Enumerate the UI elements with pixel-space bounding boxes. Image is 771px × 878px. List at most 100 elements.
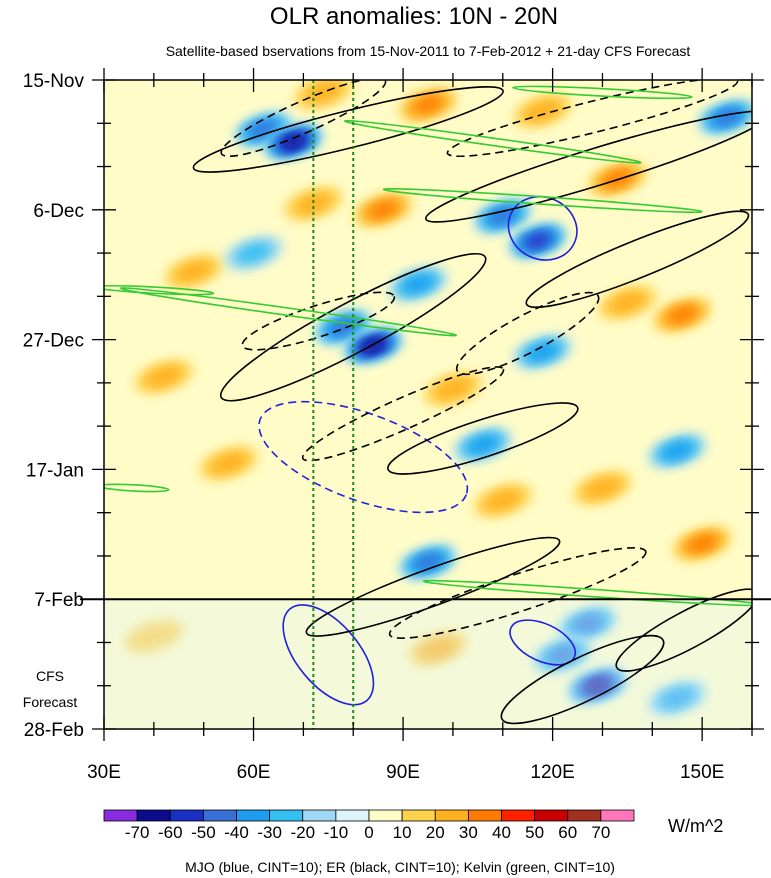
olr-anomaly-blob bbox=[145, 366, 183, 388]
mjo-contour bbox=[509, 619, 577, 666]
colorbar-label: -50 bbox=[191, 823, 216, 842]
colorbar-swatch bbox=[368, 809, 403, 822]
er-contour bbox=[305, 536, 561, 637]
colorbar-swatch bbox=[600, 809, 635, 822]
olr-anomaly-blob bbox=[419, 638, 457, 660]
reference-longitude-lines bbox=[312, 80, 355, 729]
olr-anomaly-blob bbox=[434, 378, 472, 400]
kelvin-contour bbox=[104, 284, 215, 296]
colorbar-swatch bbox=[434, 809, 469, 822]
colorbar-swatch bbox=[236, 809, 271, 822]
plot-background bbox=[104, 80, 752, 729]
colorbar-swatch bbox=[136, 809, 171, 822]
er-contour bbox=[455, 291, 600, 376]
olr-anomaly-blob bbox=[368, 201, 399, 219]
colorbar-swatch bbox=[202, 809, 237, 822]
er-contour bbox=[301, 366, 505, 462]
x-tick-label: 60E bbox=[237, 762, 271, 783]
kelvin-contour bbox=[382, 188, 703, 214]
legend-caption: MJO (blue, CINT=10); ER (black, CINT=10)… bbox=[185, 859, 615, 875]
colorbar-swatch bbox=[501, 809, 536, 822]
colorbar-swatch bbox=[103, 809, 138, 822]
colorbar-swatch bbox=[335, 809, 370, 822]
er-contour bbox=[615, 588, 752, 672]
forecast-label-line1: CFS bbox=[36, 668, 64, 684]
olr-anomaly-blob bbox=[608, 292, 646, 313]
colorbar-label: 40 bbox=[492, 823, 511, 842]
colorbar-label: 10 bbox=[393, 823, 412, 842]
er-contour bbox=[500, 634, 665, 725]
colorbar-label: -60 bbox=[158, 823, 183, 842]
olr-anomaly-blob bbox=[583, 477, 621, 499]
colorbar-labels: -70 -60 -50 -40 -30 -20 -10 0 10 20 30 40 50 60 70 bbox=[125, 823, 611, 842]
olr-anomaly-field bbox=[124, 80, 752, 715]
y-axis-tick-labels: 15-Nov 6-Dec 27-Dec 17-Jan 7-Feb 28-Feb bbox=[23, 71, 85, 741]
contour-layer bbox=[104, 80, 752, 725]
colorbar-swatch bbox=[302, 809, 337, 822]
y-tick-label: 27-Dec bbox=[23, 331, 84, 352]
olr-anomaly-blob bbox=[667, 306, 698, 324]
olr-anomaly-blob bbox=[281, 135, 305, 149]
er-contour bbox=[388, 547, 647, 639]
olr-anomaly-blob bbox=[585, 679, 610, 693]
er-contour bbox=[219, 252, 487, 402]
olr-anomaly-blob bbox=[524, 100, 562, 122]
er-contour bbox=[525, 210, 750, 309]
x-tick-label: 120E bbox=[530, 762, 574, 783]
colorbar-label: -30 bbox=[257, 823, 282, 842]
colorbar-label: -20 bbox=[290, 823, 315, 842]
olr-anomaly-blob bbox=[574, 616, 601, 632]
colorbar-swatch bbox=[567, 809, 602, 822]
forecast-shading bbox=[104, 599, 752, 729]
colorbar-label: 0 bbox=[364, 823, 373, 842]
olr-anomaly-blob bbox=[250, 122, 277, 137]
olr-anomaly-blob bbox=[687, 535, 718, 553]
colorbar bbox=[103, 809, 635, 822]
chart-subtitle: Satellite-based bservations from 15-Nov-… bbox=[166, 43, 691, 59]
colorbar-label: -40 bbox=[224, 823, 249, 842]
olr-anomaly-blob bbox=[467, 436, 498, 454]
mjo-contour bbox=[507, 195, 578, 261]
colorbar-swatch bbox=[169, 809, 204, 822]
er-contour bbox=[425, 110, 752, 223]
kelvin-contour bbox=[343, 119, 642, 164]
er-contour bbox=[220, 80, 387, 158]
colorbar-swatch bbox=[269, 809, 304, 822]
x-tick-label: 150E bbox=[680, 762, 724, 783]
colorbar-label: 60 bbox=[558, 823, 577, 842]
olr-anomaly-blob bbox=[525, 233, 550, 248]
olr-anomaly-blob bbox=[484, 489, 522, 511]
er-contour bbox=[241, 291, 396, 351]
colorbar-label: 50 bbox=[525, 823, 544, 842]
er-contour bbox=[446, 80, 739, 158]
forecast-label-line2: Forecast bbox=[23, 694, 78, 710]
x-axis-tick-labels: 30E 60E 90E 120E 150E bbox=[87, 762, 724, 783]
colorbar-label: -70 bbox=[125, 823, 150, 842]
olr-anomaly-blob bbox=[361, 339, 385, 353]
colorbar-label: -10 bbox=[324, 823, 349, 842]
mjo-contour bbox=[258, 400, 469, 514]
olr-anomaly-blob bbox=[124, 620, 183, 653]
y-tick-label: 17-Jan bbox=[26, 460, 84, 481]
y-tick-label: 28-Feb bbox=[24, 720, 84, 741]
chart-title: OLR anomalies: 10N - 20N bbox=[270, 3, 558, 30]
y-tick-label: 15-Nov bbox=[23, 71, 85, 92]
olr-anomaly-blob bbox=[210, 452, 248, 474]
x-tick-label: 90E bbox=[386, 762, 420, 783]
olr-anomaly-blob bbox=[549, 647, 576, 663]
olr-anomaly-blob bbox=[294, 193, 332, 215]
olr-anomaly-blob bbox=[527, 343, 558, 361]
olr-anomaly-blob bbox=[662, 689, 693, 707]
kelvin-contour bbox=[119, 287, 458, 337]
x-tick-label: 30E bbox=[87, 762, 121, 783]
er-contour bbox=[387, 402, 579, 475]
colorbar-swatch bbox=[534, 809, 569, 822]
kelvin-contour bbox=[422, 579, 752, 607]
olr-anomaly-blob bbox=[412, 96, 444, 114]
colorbar-label: 70 bbox=[591, 823, 610, 842]
colorbar-swatch bbox=[467, 809, 502, 822]
kelvin-contour bbox=[512, 85, 693, 100]
olr-anomaly-blob bbox=[403, 275, 434, 293]
y-tick-label: 6-Dec bbox=[33, 201, 84, 222]
